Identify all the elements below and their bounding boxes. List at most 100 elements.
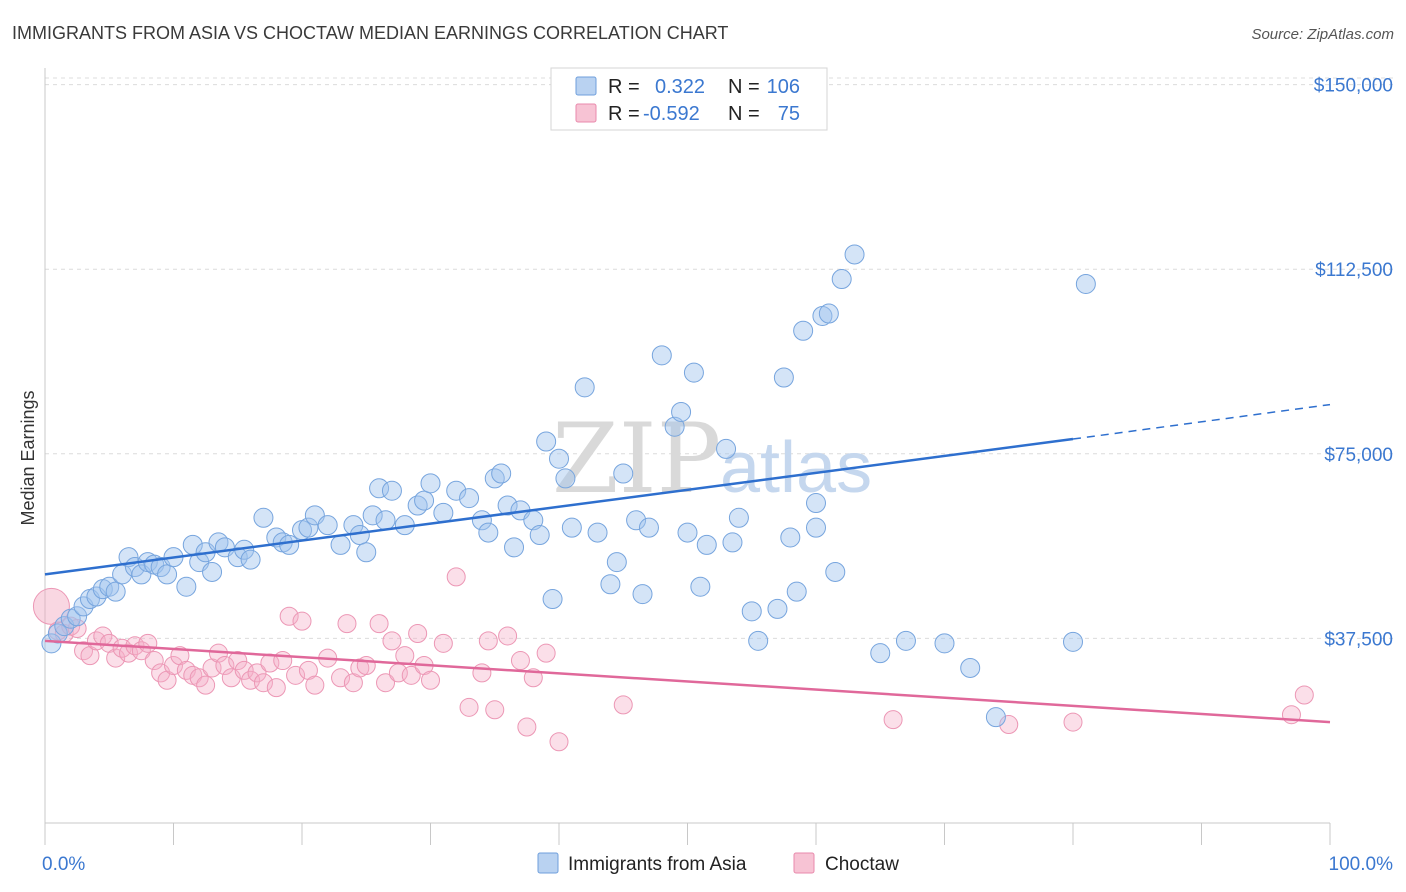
asia-point <box>895 630 916 651</box>
asia-point <box>786 581 807 602</box>
asia-point <box>157 564 178 585</box>
asia-point <box>478 522 499 543</box>
asia-point <box>362 505 383 526</box>
asia-point <box>536 431 557 452</box>
asia-point <box>253 507 274 528</box>
choctaw-point <box>510 651 530 671</box>
choctaw-point <box>196 675 216 695</box>
legend-r-value-choctaw: -0.592 <box>643 103 700 125</box>
asia-point <box>587 522 608 543</box>
choctaw-point <box>401 665 421 685</box>
asia-point <box>626 510 647 531</box>
asia-point <box>638 517 659 538</box>
choctaw-point <box>356 655 376 675</box>
asia-point <box>330 534 351 555</box>
choctaw-point <box>395 646 415 666</box>
asia-point <box>780 527 801 548</box>
asia-point <box>960 657 981 678</box>
asia-point <box>420 473 441 494</box>
choctaw-point <box>292 611 312 631</box>
asia-point <box>446 480 467 501</box>
asia-point <box>459 488 480 509</box>
asia-point <box>825 561 846 582</box>
series-swatch-asia <box>537 852 559 874</box>
choctaw-point <box>279 606 299 626</box>
asia-point <box>1063 631 1083 652</box>
choctaw-point <box>613 695 633 715</box>
choctaw-point <box>376 673 396 693</box>
asia-points <box>41 244 1096 728</box>
choctaw-point <box>382 631 402 651</box>
choctaw-points <box>32 567 1314 752</box>
asia-point <box>542 589 563 610</box>
y-tick-label-0: $37,500 <box>1324 629 1393 650</box>
legend-n-value-asia: 106 <box>767 76 800 98</box>
y-tick-label-2: $112,500 <box>1315 260 1393 281</box>
asia-point <box>773 367 794 388</box>
asia-point <box>176 576 197 597</box>
asia-point <box>279 534 300 555</box>
asia-point <box>632 584 653 605</box>
asia-point <box>651 345 672 366</box>
x-tick-label-1: 100.0% <box>1329 854 1394 875</box>
choctaw-point <box>67 619 87 639</box>
trend-lines <box>44 403 1331 724</box>
asia-point <box>934 633 955 654</box>
asia-point <box>767 598 788 619</box>
asia-point <box>818 303 839 324</box>
asia-point <box>317 515 338 536</box>
choctaw-point <box>446 567 466 587</box>
asia-point <box>683 362 704 383</box>
asia-point <box>240 549 261 570</box>
asia-point <box>369 478 390 499</box>
choctaw-point <box>228 651 248 671</box>
choctaw-point <box>331 668 351 688</box>
choctaw-point <box>286 665 306 685</box>
asia-point <box>1075 273 1096 294</box>
choctaw-point <box>1063 712 1083 732</box>
asia-point <box>549 448 569 469</box>
asia-point <box>806 517 826 538</box>
choctaw-point <box>523 668 543 688</box>
choctaw-point <box>999 715 1019 735</box>
asia-point <box>600 574 621 595</box>
series-label-choctaw: Choctaw <box>825 854 899 875</box>
choctaw-point <box>485 700 505 720</box>
choctaw-point <box>164 655 183 675</box>
choctaw-point <box>138 633 158 653</box>
watermark-zip: ZIP <box>552 403 721 515</box>
choctaw-point <box>253 673 273 693</box>
asia-point <box>67 606 88 627</box>
series-swatch-choctaw <box>793 852 815 874</box>
choctaw-point <box>369 614 389 634</box>
asia-point <box>561 517 582 538</box>
asia-point <box>356 542 377 563</box>
asia-point <box>722 532 743 553</box>
asia-point <box>741 601 762 622</box>
series-label-asia: Immigrants from Asia <box>568 854 747 875</box>
axes <box>44 68 1331 845</box>
correlation-legend: R = 0.322 N = 106 R = -0.592 N = 75 <box>550 67 828 131</box>
choctaw-point <box>536 643 556 663</box>
choctaw-point <box>247 663 267 683</box>
asia-point <box>529 525 550 546</box>
asia-point <box>497 495 518 516</box>
asia-point <box>41 633 62 654</box>
legend-n-label-choctaw: N = <box>728 103 760 125</box>
legend-r-label-asia: R = <box>608 76 640 98</box>
y-tick-label-1: $75,000 <box>1324 445 1393 466</box>
asia-trend-line <box>44 437 1074 576</box>
legend-n-label-asia: N = <box>728 76 760 98</box>
source-label: Source: ZipAtlas.com <box>1251 26 1394 43</box>
choctaw-point <box>478 631 498 651</box>
choctaw-point <box>337 614 357 634</box>
choctaw-point <box>549 732 569 752</box>
choctaw-point <box>305 675 325 695</box>
asia-point <box>414 490 435 511</box>
asia-point <box>375 510 396 531</box>
y-axis-label: Median Earnings <box>18 390 38 525</box>
y-tick-label-3: $150,000 <box>1314 76 1393 97</box>
choctaw-point <box>421 670 440 690</box>
asia-point <box>793 320 814 341</box>
choctaw-point <box>215 655 235 675</box>
